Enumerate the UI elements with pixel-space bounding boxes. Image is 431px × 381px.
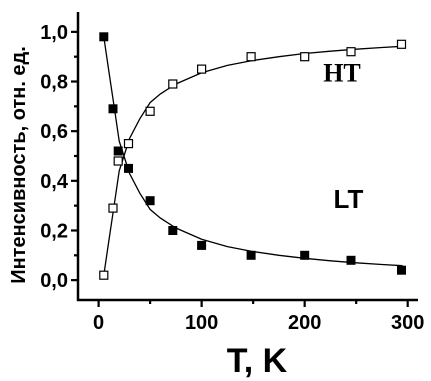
- y-tick-label: 0,4: [40, 171, 69, 193]
- marker-ht: [168, 79, 178, 89]
- marker-lt: [124, 163, 133, 173]
- x-tick-label: 0: [93, 312, 104, 334]
- marker-lt: [99, 32, 109, 42]
- ticks: 0 100 200 300 0,0 0,2 0,4 0,6 0,8 1,0: [40, 22, 424, 334]
- x-axis-title: T, K: [227, 342, 288, 380]
- y-tick-label: 0,8: [40, 72, 68, 94]
- marker-ht: [113, 156, 123, 166]
- marker-lt: [108, 104, 118, 114]
- marker-ht: [300, 52, 310, 62]
- marker-ht: [108, 203, 118, 213]
- marker-lt: [300, 250, 310, 260]
- marker-lt: [168, 226, 178, 235]
- x-tick-label: 200: [288, 312, 321, 334]
- marker-lt: [197, 240, 207, 250]
- x-tick-label: 300: [391, 312, 424, 334]
- marker-ht: [396, 39, 407, 49]
- marker-ht: [145, 106, 155, 116]
- series-label-ht: HT: [323, 59, 361, 88]
- y-tick-label: 0,2: [40, 220, 68, 242]
- series-label-lt: LT: [334, 184, 364, 214]
- marker-ht: [197, 64, 207, 74]
- marker-lt: [246, 250, 256, 260]
- fit-line-ht: [103, 45, 403, 276]
- marker-ht: [246, 52, 256, 62]
- marker-lt: [346, 255, 356, 265]
- labels: T, K Интенсивность, отн. ед. HT LT: [8, 46, 363, 380]
- y-tick-label: 0,0: [40, 270, 68, 292]
- y-tick-label: 0,6: [40, 121, 68, 143]
- y-tick-label: 1,0: [40, 22, 68, 44]
- marker-ht: [99, 270, 109, 280]
- marker-lt: [113, 146, 123, 156]
- data-markers: [99, 32, 407, 280]
- fit-line-lt: [103, 36, 403, 267]
- marker-lt: [145, 196, 155, 206]
- fit-lines: [103, 36, 403, 276]
- marker-ht: [346, 47, 356, 57]
- marker-ht: [123, 139, 134, 149]
- marker-lt: [397, 265, 406, 275]
- y-axis-title: Интенсивность, отн. ед.: [8, 46, 30, 284]
- x-tick-label: 100: [185, 312, 218, 334]
